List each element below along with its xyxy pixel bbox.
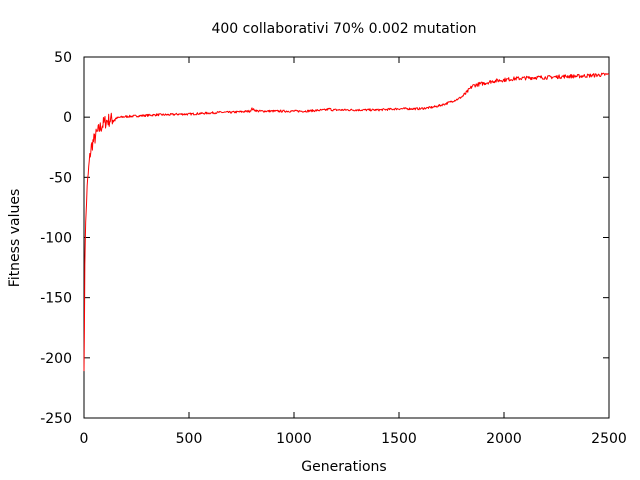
axis-ticks [83,56,610,419]
y-tick-label: -100 [40,231,72,247]
y-axis-label: Fitness values [7,189,23,287]
y-tick-labels: -250 -200 -150 -100 -50 0 50 [40,50,72,427]
x-tick-label: 500 [176,431,203,447]
x-tick-labels: 0 500 1000 1500 2000 2500 [80,431,627,447]
x-tick-label: 1000 [276,431,312,447]
series-line [83,72,610,372]
plot-frame [83,56,610,419]
series-group [83,72,610,372]
y-tick-label: 50 [54,50,72,66]
y-tick-label: -200 [40,351,72,367]
x-tick-label: 2500 [591,431,627,447]
y-tick-label: -250 [40,411,72,427]
y-tick-label: -150 [40,291,72,307]
x-axis-label: Generations [301,459,386,475]
y-tick-label: -50 [49,170,72,186]
y-tick-label: 0 [63,110,72,126]
x-tick-label: 0 [80,431,89,447]
x-tick-label: 1500 [381,431,417,447]
x-tick-label: 2000 [486,431,522,447]
chart-title: 400 collaborativi 70% 0.002 mutation [211,21,476,37]
